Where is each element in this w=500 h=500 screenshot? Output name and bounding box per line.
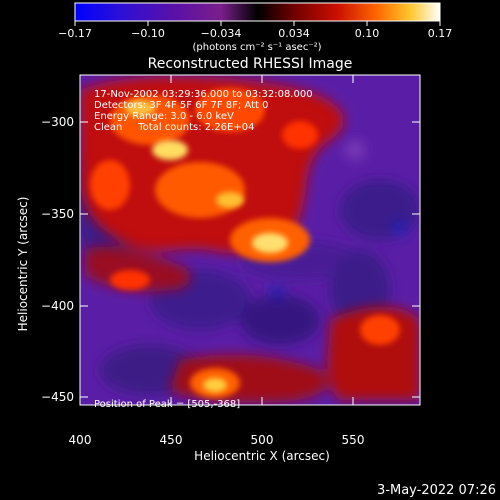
colorbar-tick-label: −0.034 bbox=[201, 27, 242, 40]
y-tick-label: −300 bbox=[41, 115, 74, 129]
rhessi-image bbox=[80, 75, 420, 405]
colorbar-tick-label: 0.034 bbox=[278, 27, 310, 40]
colorbar-tick-label: 0.10 bbox=[355, 27, 380, 40]
clean-counts-text: Clean Total counts: 2.26E+04 bbox=[94, 122, 254, 133]
y-tick-label: −450 bbox=[41, 390, 74, 404]
peak-position-text: Position of Peak = [505,-368] bbox=[94, 399, 240, 410]
colorbar-tick-label: 0.17 bbox=[428, 27, 453, 40]
x-tick-label: 400 bbox=[69, 433, 92, 447]
plot-title: Reconstructed RHESSI Image bbox=[148, 56, 353, 72]
x-axis-ticks bbox=[79, 75, 354, 405]
colorbar bbox=[74, 2, 441, 22]
x-tick-label: 500 bbox=[251, 433, 274, 447]
detectors-text: Detectors: 3F 4F 5F 6F 7F 8F; Att 0 bbox=[94, 100, 269, 111]
plot-frame bbox=[79, 74, 421, 406]
colorbar-unit-label: (photons cm⁻² s⁻¹ asec⁻²) bbox=[192, 42, 321, 53]
time-range-text: 17-Nov-2002 03:29:36.000 to 03:32:08.000 bbox=[94, 89, 313, 100]
energy-range-text: Energy Range: 3.0 - 6.0 keV bbox=[94, 111, 234, 122]
colorbar-ticks bbox=[74, 21, 441, 26]
y-tick-label: −350 bbox=[41, 207, 74, 221]
colorbar-tick-label: −0.10 bbox=[131, 27, 165, 40]
x-tick-label: 450 bbox=[160, 433, 183, 447]
y-axis-label: Heliocentric Y (arcsec) bbox=[16, 197, 30, 332]
x-axis-label: Heliocentric X (arcsec) bbox=[194, 449, 330, 463]
y-axis-ticks bbox=[80, 121, 420, 398]
footer-date: 3-May-2022 07:26 bbox=[377, 483, 496, 498]
x-tick-label: 550 bbox=[342, 433, 365, 447]
info-overlay: 17-Nov-2002 03:29:36.000 to 03:32:08.000… bbox=[94, 89, 313, 410]
y-tick-label: −400 bbox=[41, 299, 74, 313]
colorbar-tick-label: −0.17 bbox=[58, 27, 92, 40]
